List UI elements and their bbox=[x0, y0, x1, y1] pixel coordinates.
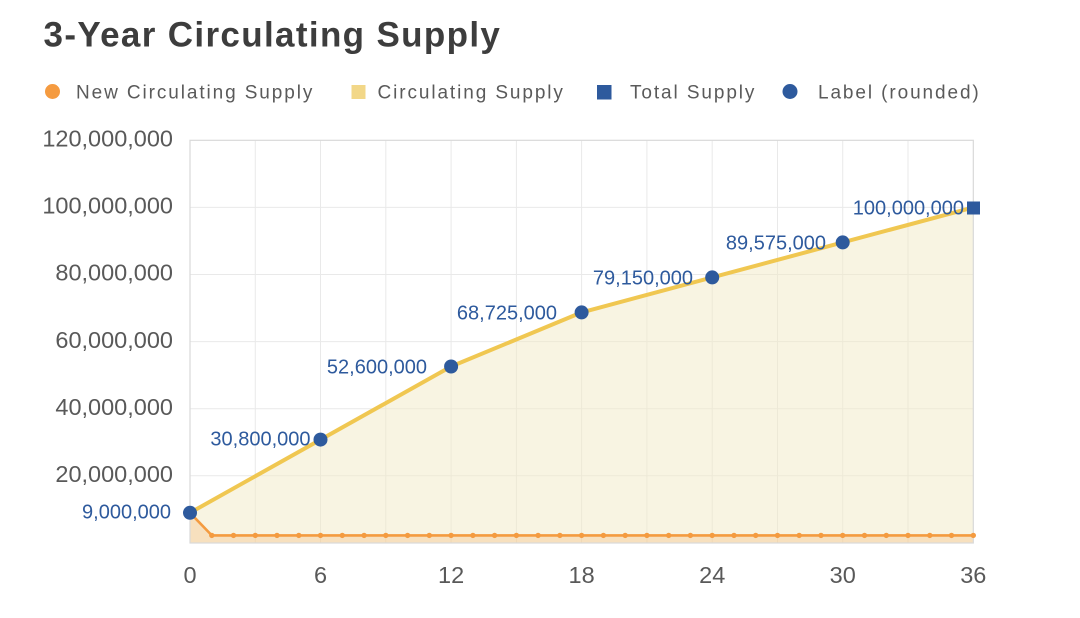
svg-text:3-Year Circulating Supply: 3-Year Circulating Supply bbox=[44, 16, 502, 55]
svg-text:6: 6 bbox=[314, 562, 327, 588]
svg-text:68,725,000: 68,725,000 bbox=[457, 303, 557, 325]
svg-text:89,575,000: 89,575,000 bbox=[726, 233, 826, 255]
svg-text:Total Supply: Total Supply bbox=[630, 83, 756, 104]
svg-text:Label (rounded): Label (rounded) bbox=[818, 83, 981, 104]
svg-text:60,000,000: 60,000,000 bbox=[55, 327, 173, 353]
svg-text:100,000,000: 100,000,000 bbox=[853, 198, 964, 220]
svg-text:Circulating Supply: Circulating Supply bbox=[378, 83, 565, 104]
svg-text:12: 12 bbox=[438, 562, 464, 588]
svg-text:80,000,000: 80,000,000 bbox=[55, 260, 173, 286]
svg-text:30: 30 bbox=[830, 562, 856, 588]
svg-text:36: 36 bbox=[960, 562, 986, 588]
svg-text:20,000,000: 20,000,000 bbox=[55, 461, 173, 487]
svg-text:24: 24 bbox=[699, 562, 725, 588]
svg-text:79,150,000: 79,150,000 bbox=[593, 268, 693, 290]
svg-text:New Circulating Supply: New Circulating Supply bbox=[76, 83, 314, 104]
svg-text:18: 18 bbox=[569, 562, 595, 588]
svg-text:52,600,000: 52,600,000 bbox=[327, 357, 427, 379]
svg-text:40,000,000: 40,000,000 bbox=[55, 394, 173, 420]
svg-text:9,000,000: 9,000,000 bbox=[82, 502, 171, 524]
svg-text:30,800,000: 30,800,000 bbox=[210, 429, 310, 451]
svg-text:0: 0 bbox=[183, 562, 196, 588]
svg-text:120,000,000: 120,000,000 bbox=[42, 126, 173, 152]
svg-text:100,000,000: 100,000,000 bbox=[42, 193, 173, 219]
